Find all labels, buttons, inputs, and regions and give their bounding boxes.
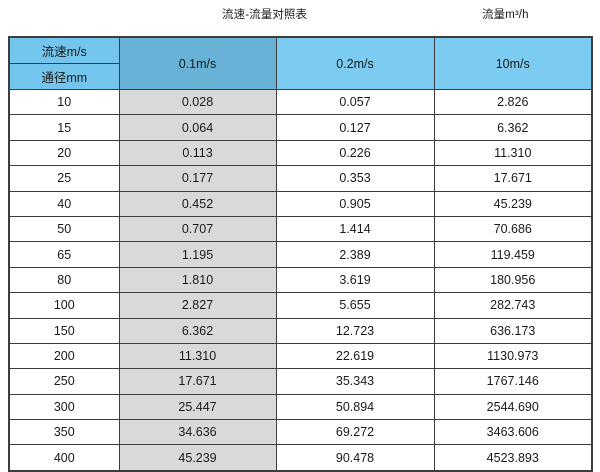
cell-flow-1: 0.127 [275, 114, 435, 141]
cell-flow-1: 5.655 [275, 292, 435, 319]
cell-flow-1: 0.353 [275, 165, 435, 192]
table-row: 250 17.671 35.343 1767.146 [8, 368, 593, 395]
header-velocity-label: 流速m/s [8, 36, 120, 64]
table-row: 400 45.239 90.478 4523.893 [8, 444, 593, 472]
column-header-0: 0.1m/s [118, 36, 277, 90]
cell-flow-2: 70.686 [433, 215, 593, 243]
cell-diameter: 25 [8, 165, 120, 192]
cell-flow-1: 2.389 [275, 241, 435, 268]
chart-title: 流速-流量对照表 [222, 9, 308, 21]
cell-diameter: 150 [8, 317, 120, 344]
table-row: 10 0.028 0.057 2.826 [8, 88, 593, 116]
cell-flow-1: 90.478 [275, 444, 435, 472]
cell-flow-0: 45.239 [118, 444, 277, 472]
cell-flow-2: 119.459 [433, 241, 593, 268]
cell-flow-0: 0.177 [118, 165, 277, 192]
cell-diameter: 400 [8, 444, 120, 472]
cell-flow-2: 1130.973 [433, 342, 593, 370]
table-row: 200 11.310 22.619 1130.973 [8, 342, 593, 370]
cell-flow-1: 0.905 [275, 190, 435, 217]
cell-flow-2: 17.671 [433, 165, 593, 192]
flow-rate-table-container: 流速m/s 0.1m/s 0.2m/s 10m/s 通径mm 10 0.028 … [8, 36, 593, 472]
cell-flow-2: 2.826 [433, 88, 593, 116]
table-row: 15 0.064 0.127 6.362 [8, 114, 593, 141]
table-row: 20 0.113 0.226 11.310 [8, 139, 593, 167]
table-row: 25 0.177 0.353 17.671 [8, 165, 593, 192]
cell-diameter: 15 [8, 114, 120, 141]
cell-diameter: 10 [8, 88, 120, 116]
column-header-2: 10m/s [433, 36, 593, 90]
cell-flow-2: 6.362 [433, 114, 593, 141]
cell-flow-0: 11.310 [118, 342, 277, 370]
cell-diameter: 350 [8, 419, 120, 446]
cell-flow-0: 17.671 [118, 368, 277, 395]
cell-diameter: 50 [8, 215, 120, 243]
cell-flow-0: 0.707 [118, 215, 277, 243]
cell-flow-0: 1.195 [118, 241, 277, 268]
cell-flow-1: 0.226 [275, 139, 435, 167]
table-row: 50 0.707 1.414 70.686 [8, 215, 593, 243]
header-diameter-label: 通径mm [8, 63, 120, 90]
cell-flow-0: 1.810 [118, 266, 277, 294]
cell-flow-2: 11.310 [433, 139, 593, 167]
cell-flow-0: 0.113 [118, 139, 277, 167]
cell-flow-0: 25.447 [118, 393, 277, 421]
cell-flow-0: 2.827 [118, 292, 277, 319]
cell-diameter: 300 [8, 393, 120, 421]
table-row: 40 0.452 0.905 45.239 [8, 190, 593, 217]
flow-rate-table: 流速m/s 0.1m/s 0.2m/s 10m/s 通径mm 10 0.028 … [8, 36, 593, 472]
table-row: 300 25.447 50.894 2544.690 [8, 393, 593, 421]
cell-flow-1: 35.343 [275, 368, 435, 395]
cell-flow-1: 12.723 [275, 317, 435, 344]
cell-diameter: 40 [8, 190, 120, 217]
cell-flow-2: 282.743 [433, 292, 593, 319]
table-head: 流速m/s 0.1m/s 0.2m/s 10m/s 通径mm [8, 36, 593, 90]
cell-diameter: 100 [8, 292, 120, 319]
cell-diameter: 200 [8, 342, 120, 370]
cell-diameter: 250 [8, 368, 120, 395]
cell-flow-1: 69.272 [275, 419, 435, 446]
table-row: 350 34.636 69.272 3463.606 [8, 419, 593, 446]
cell-flow-1: 50.894 [275, 393, 435, 421]
cell-flow-1: 0.057 [275, 88, 435, 116]
cell-flow-0: 0.452 [118, 190, 277, 217]
cell-flow-2: 1767.146 [433, 368, 593, 395]
table-row: 150 6.362 12.723 636.173 [8, 317, 593, 344]
cell-flow-2: 636.173 [433, 317, 593, 344]
table-header-row-bottom: 通径mm [8, 63, 592, 90]
cell-flow-2: 3463.606 [433, 419, 593, 446]
table-body: 10 0.028 0.057 2.826 15 0.064 0.127 6.36… [8, 88, 593, 472]
flow-unit-label: 流量m³/h [482, 9, 529, 21]
table-row: 100 2.827 5.655 282.743 [8, 292, 593, 319]
table-row: 80 1.810 3.619 180.956 [8, 266, 593, 294]
table-row: 65 1.195 2.389 119.459 [8, 241, 593, 268]
cell-flow-2: 45.239 [433, 190, 593, 217]
cell-flow-0: 6.362 [118, 317, 277, 344]
cell-flow-0: 0.028 [118, 88, 277, 116]
cell-flow-2: 4523.893 [433, 444, 593, 472]
cell-flow-0: 34.636 [118, 419, 277, 446]
caption-strip: 流速-流量对照表 流量m³/h [0, 0, 600, 30]
cell-diameter: 80 [8, 266, 120, 294]
cell-flow-0: 0.064 [118, 114, 277, 141]
column-header-1: 0.2m/s [275, 36, 435, 90]
cell-diameter: 65 [8, 241, 120, 268]
cell-flow-1: 22.619 [275, 342, 435, 370]
cell-flow-1: 3.619 [275, 266, 435, 294]
table-header-row-top: 流速m/s 0.1m/s 0.2m/s 10m/s [8, 36, 593, 90]
cell-flow-2: 2544.690 [433, 393, 593, 421]
cell-diameter: 20 [8, 139, 120, 167]
cell-flow-1: 1.414 [275, 215, 435, 243]
cell-flow-2: 180.956 [433, 266, 593, 294]
